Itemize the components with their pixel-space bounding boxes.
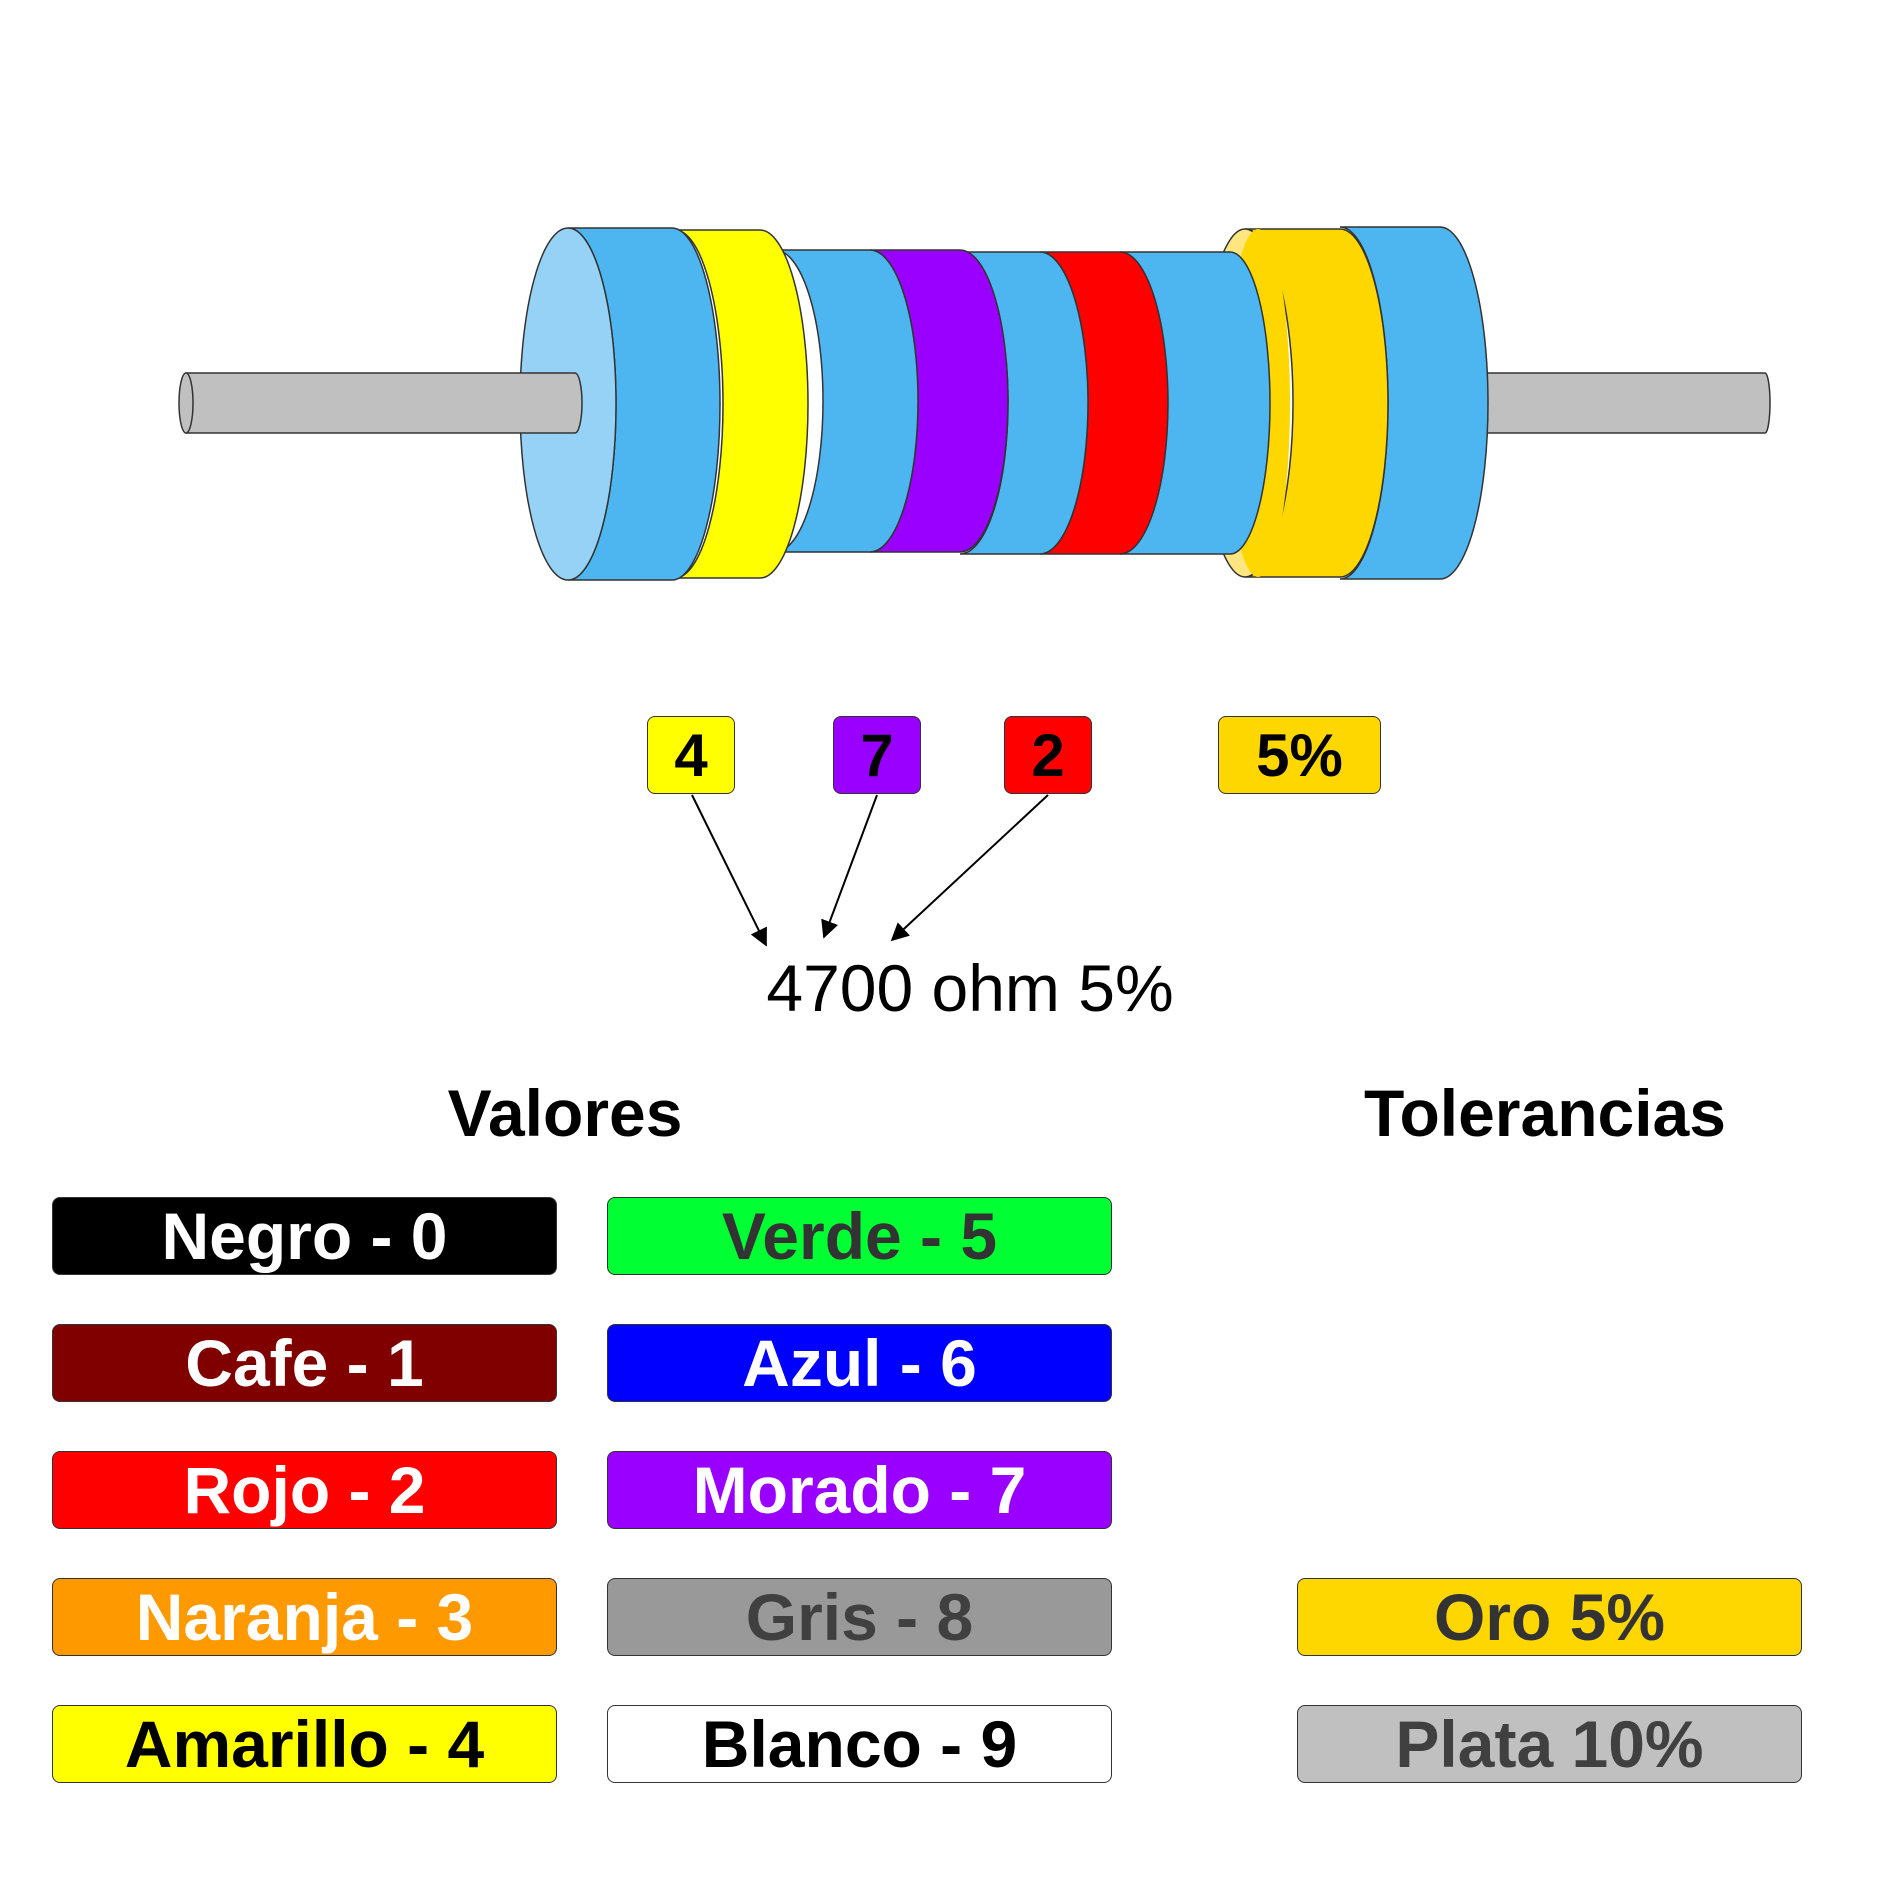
body-segment-2 [774, 249, 919, 553]
legend-oro: Oro 5% [1297, 1578, 1802, 1656]
legend-blanco: Blanco - 9 [607, 1705, 1112, 1783]
legend-negro: Negro - 0 [52, 1197, 557, 1275]
left-lead [178, 372, 583, 434]
legend-plata: Plata 10% [1297, 1705, 1802, 1783]
legend-rojo: Rojo - 2 [52, 1451, 557, 1529]
legend-azul: Azul - 6 [607, 1324, 1112, 1402]
values-heading: Valores [447, 1076, 683, 1150]
right-lead [1474, 372, 1771, 434]
digit-tag-2: 7 [833, 716, 921, 794]
digit-tag-1: 4 [647, 716, 735, 794]
band-1-yellow [674, 229, 809, 579]
arrow-digit-1 [691, 794, 767, 947]
resistance-result: 4700 ohm 5% [766, 951, 1174, 1025]
tolerance-tag: 5% [1218, 716, 1381, 794]
legend-naranja: Naranja - 3 [52, 1578, 557, 1656]
legend-morado: Morado - 7 [607, 1451, 1112, 1529]
tolerances-heading: Tolerancias [1364, 1076, 1726, 1150]
arrow-digit-2 [821, 794, 878, 939]
legend-gris: Gris - 8 [607, 1578, 1112, 1656]
arrow-multiplier [890, 794, 1049, 942]
legend-amarillo: Amarillo - 4 [52, 1705, 557, 1783]
multiplier-tag: 2 [1004, 716, 1092, 794]
legend-cafe: Cafe - 1 [52, 1324, 557, 1402]
legend-verde: Verde - 5 [607, 1197, 1112, 1275]
